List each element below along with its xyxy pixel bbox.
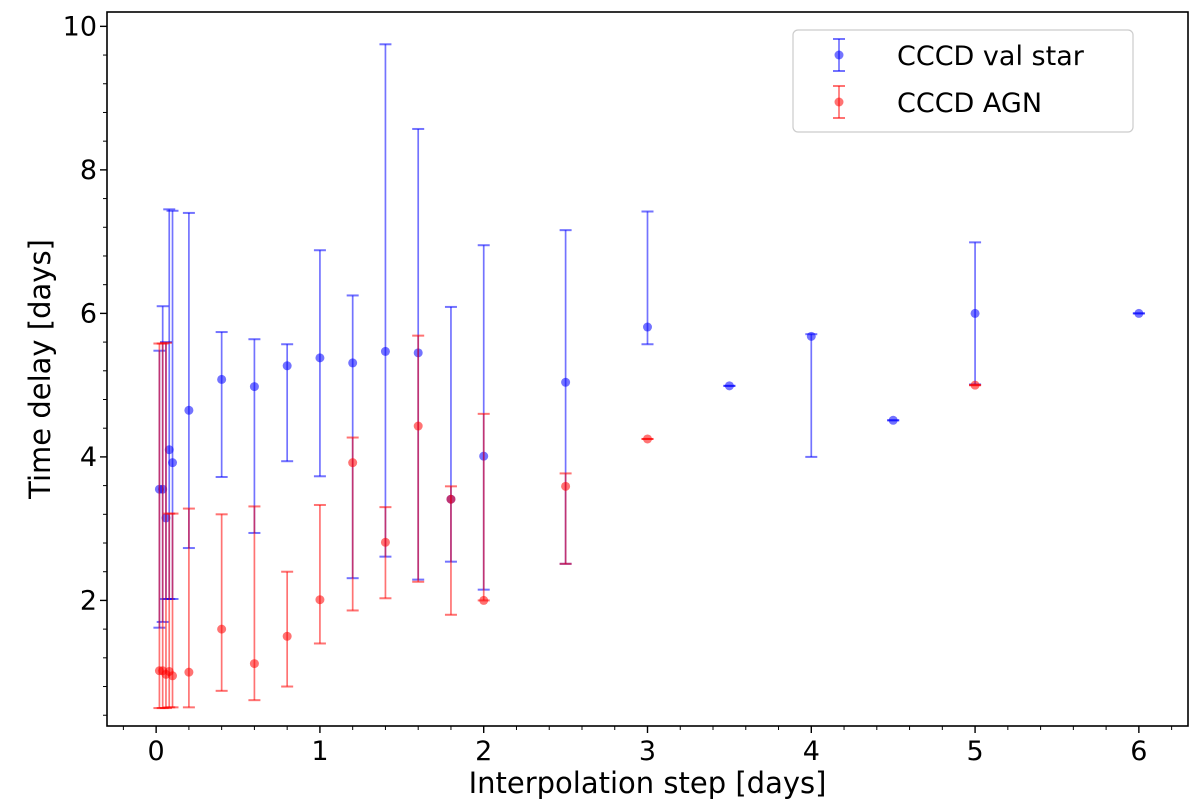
val-star-point xyxy=(215,331,228,478)
val-star-point xyxy=(182,211,195,550)
val-star-point xyxy=(248,338,261,534)
val-star-marker xyxy=(970,308,980,318)
y-axis-label: Time delay [days] xyxy=(23,239,57,500)
agn-marker xyxy=(380,537,390,547)
x-axis-label: Interpolation step [days] xyxy=(469,766,827,800)
val-star-point xyxy=(379,43,392,558)
val-star-point xyxy=(641,210,654,346)
agn-marker xyxy=(184,667,194,677)
val-star-marker xyxy=(348,358,358,368)
val-star-marker xyxy=(168,458,178,468)
val-star-marker xyxy=(315,353,325,363)
x-tick-label: 3 xyxy=(639,736,656,767)
legend-entry-agn: CCCD AGN xyxy=(833,85,1042,119)
val-star-marker xyxy=(164,445,174,455)
agn-point xyxy=(412,334,425,583)
val-star-point xyxy=(1132,308,1145,318)
agn-point xyxy=(641,434,654,444)
val-star-point xyxy=(723,381,736,391)
val-star-marker xyxy=(561,377,571,387)
agn-marker xyxy=(643,434,652,444)
legend-marker-val-star xyxy=(833,38,845,72)
val-star-marker xyxy=(724,381,734,391)
agn-point xyxy=(248,505,261,702)
agn-marker xyxy=(282,631,292,641)
agn-point xyxy=(444,485,457,616)
val-star-marker xyxy=(217,374,227,384)
agn-point xyxy=(313,503,326,645)
val-star-marker xyxy=(249,382,259,392)
legend-marker-dot xyxy=(834,50,844,60)
val-star-marker xyxy=(643,322,652,332)
val-star-point xyxy=(281,343,294,463)
val-star-point xyxy=(313,249,326,478)
agn-marker xyxy=(168,671,178,681)
agn-marker xyxy=(348,458,358,468)
legend-marker-dot xyxy=(834,97,844,107)
val-star-marker xyxy=(184,405,194,415)
agn-point xyxy=(166,512,179,709)
y-tick-label: 10 xyxy=(63,11,97,42)
y-tick-label: 2 xyxy=(80,585,97,616)
val-star-marker xyxy=(806,331,816,341)
val-star-marker xyxy=(282,361,292,371)
y-tick-label: 8 xyxy=(80,155,97,186)
agn-point xyxy=(346,436,359,612)
agn-point xyxy=(156,342,169,710)
y-axis-ticks: 2 4 6 8 10 xyxy=(63,11,107,716)
x-tick-label: 6 xyxy=(1130,736,1147,767)
agn-point xyxy=(477,412,490,605)
legend: CCCD val star CCCD AGN xyxy=(792,29,1134,133)
agn-marker xyxy=(249,659,259,669)
agn-marker xyxy=(479,595,489,605)
agn-point xyxy=(379,506,392,600)
val-star-marker xyxy=(380,346,390,356)
val-star-point xyxy=(887,415,900,425)
agn-point xyxy=(182,507,195,709)
agn-point xyxy=(215,513,228,692)
val-star-marker xyxy=(888,415,898,425)
x-tick-label: 1 xyxy=(311,736,328,767)
legend-label-agn: CCCD AGN xyxy=(897,88,1042,119)
agn-marker xyxy=(970,380,980,390)
val-star-point xyxy=(805,331,818,458)
x-tick-label: 2 xyxy=(475,736,492,767)
agn-point xyxy=(159,341,172,710)
val-star-point xyxy=(969,241,982,386)
legend-box xyxy=(792,29,1134,133)
x-tick-label: 5 xyxy=(966,736,983,767)
x-tick-label: 4 xyxy=(803,736,820,767)
agn-point xyxy=(559,472,572,565)
agn-marker xyxy=(561,481,571,491)
plot-area xyxy=(153,43,1145,710)
axes-frame xyxy=(106,11,1189,727)
x-tick-label: 0 xyxy=(148,736,165,767)
y-tick-label: 6 xyxy=(80,298,97,329)
x-axis-ticks: 0 1 2 3 4 5 6 xyxy=(122,726,1173,767)
series-agn xyxy=(153,334,982,710)
legend-marker-agn xyxy=(833,85,845,119)
legend-entry-val-star: CCCD val star xyxy=(833,38,1085,72)
y-tick-label: 4 xyxy=(80,442,97,473)
legend-label-val-star: CCCD val star xyxy=(897,41,1085,72)
agn-point xyxy=(153,342,166,710)
agn-point xyxy=(969,380,982,390)
agn-point xyxy=(281,570,294,688)
agn-marker xyxy=(217,624,227,634)
agn-marker xyxy=(315,595,325,605)
agn-marker xyxy=(413,421,423,431)
val-star-marker xyxy=(1134,308,1144,318)
agn-marker xyxy=(446,494,456,504)
